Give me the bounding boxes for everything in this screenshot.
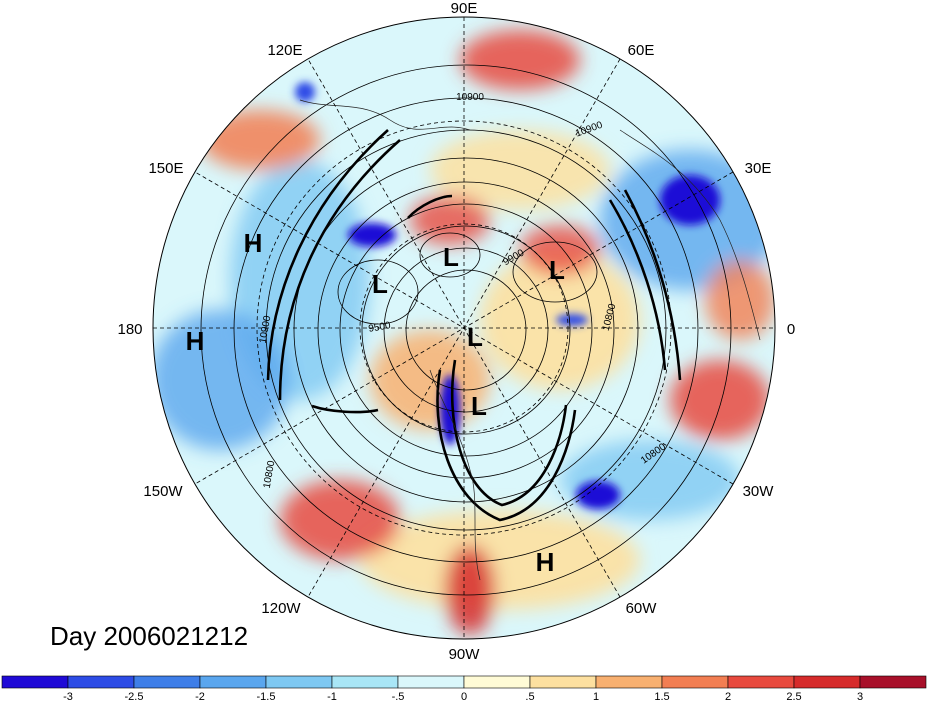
colorbar-tick-label: -3 [63,691,73,702]
colorbar-swatch [727,675,795,689]
coastlines [299,99,761,581]
colorbar-tick-label: 2.5 [786,691,801,702]
contour-label: 9500 [368,320,392,335]
lon-label-60e: 60E [628,42,655,59]
colorbar-tick-label: -2 [195,691,205,702]
lon-label-120e: 120E [267,42,302,59]
lon-label-0: 0 [787,321,795,338]
colorbar-swatch [595,675,663,689]
lon-label-180: 180 [117,321,142,338]
colorbar-tick-label: -1 [327,691,337,702]
lon-label-30w: 30W [743,483,775,500]
contour-label: 10900 [258,314,274,344]
pressure-center-low: L [443,242,459,272]
colorbar-swatch [463,675,531,689]
date-label: Day 2006021212 [50,621,248,651]
lon-label-30e: 30E [745,160,772,177]
lon-label-120w: 120W [261,600,301,617]
pressure-center-low: L [471,391,487,421]
colorbar-swatch [133,675,201,689]
colorbar-tick-label: 3 [857,691,863,702]
colorbar-tick-label: 1 [593,691,599,702]
colorbar-tick-label: -1.5 [257,691,276,702]
colorbar-tick-label: 1.5 [654,691,669,702]
pressure-center-high: H [536,547,555,577]
colorbar-tick-label: .5 [525,691,534,702]
colorbar-tick-label: -.5 [392,691,405,702]
contour-label: 10800 [262,459,278,489]
map-boundary [152,16,776,640]
colorbar-swatch [529,675,597,689]
colorbar: -3 -2.5 -2 -1.5 -1 -.5 0 .5 1 1.5 2 2.5 3 [1,675,927,702]
colorbar-swatch [67,675,135,689]
colorbar-swatch [859,675,927,689]
pressure-center-low: L [549,255,565,285]
colorbar-swatch [793,675,861,689]
lon-label-90e: 90E [451,0,478,17]
colorbar-tick-label: 0 [461,691,467,702]
lon-label-150w: 150W [143,483,183,500]
colorbar-swatch [1,675,69,689]
colorbar-tick-label: 2 [725,691,731,702]
colorbar-tick-label: -2.5 [125,691,144,702]
lon-label-60w: 60W [626,600,658,617]
pressure-center-high: H [186,326,205,356]
colorbar-swatch [199,675,267,689]
map-grid [153,17,775,639]
colorbar-swatch [265,675,333,689]
contour-label: 10900 [456,92,484,103]
colorbar-swatch [397,675,465,689]
colorbar-swatch [661,675,729,689]
lon-label-90w: 90W [449,646,481,663]
lon-label-150e: 150E [148,160,183,177]
colorbar-swatch [331,675,399,689]
pressure-center-high: H [244,228,263,258]
pressure-center-low: L [467,322,483,352]
pressure-center-low: L [372,269,388,299]
